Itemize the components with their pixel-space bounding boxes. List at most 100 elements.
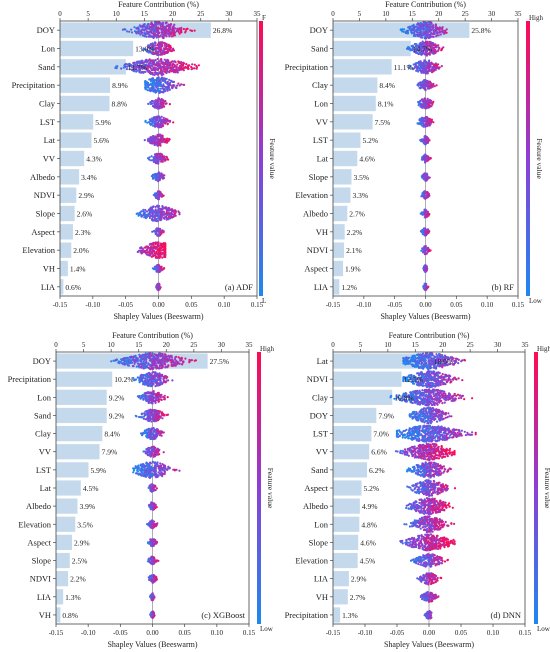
shap-point: [427, 81, 430, 84]
shap-point: [128, 63, 131, 66]
shap-point: [149, 208, 152, 211]
shap-point: [429, 63, 432, 66]
shap-point: [144, 83, 147, 86]
shap-point: [157, 253, 160, 256]
shap-point: [154, 84, 157, 87]
feature-label: Elevation: [295, 190, 328, 200]
shap-point: [167, 24, 170, 27]
shap-point: [151, 89, 154, 92]
shap-point: [152, 46, 155, 49]
shap-point: [158, 376, 161, 379]
shap-point: [426, 31, 429, 34]
shap-point: [139, 374, 142, 378]
shap-point: [418, 86, 421, 89]
shap-point: [146, 356, 149, 359]
shap-point: [127, 364, 130, 367]
shap-point: [190, 29, 193, 32]
shap-point: [160, 106, 163, 109]
shap-point: [155, 357, 158, 361]
contribution-bar: [333, 205, 348, 222]
shap-point: [156, 57, 159, 61]
shap-point: [158, 352, 161, 355]
shap-point: [153, 265, 156, 268]
shap-point: [156, 63, 159, 66]
shap-point: [151, 135, 155, 138]
shap-point: [153, 32, 157, 35]
shap-point: [405, 47, 409, 50]
shap-point: [173, 23, 176, 26]
shap-point: [424, 25, 427, 28]
shap-point: [160, 195, 163, 198]
shap-point: [163, 353, 166, 356]
shap-point: [149, 78, 152, 81]
shap-point: [156, 393, 159, 396]
contribution-label: 2.6%: [77, 210, 93, 219]
shap-point: [415, 67, 419, 70]
shap-point: [165, 71, 168, 75]
shap-point: [159, 381, 162, 384]
shap-point: [147, 82, 150, 85]
shap-point: [197, 64, 200, 67]
shap-point: [152, 398, 155, 401]
shap-point: [420, 71, 423, 74]
shap-point: [160, 367, 163, 370]
shap-point: [155, 115, 158, 119]
shap-point: [421, 36, 424, 39]
beeswarm-elevation: [136, 241, 167, 259]
contribution-bar: [60, 169, 80, 185]
shap-point: [167, 218, 170, 221]
x2-tick-label: 10: [113, 10, 121, 18]
beeswarm-precipitation: [407, 59, 443, 75]
shap-point: [408, 26, 411, 29]
colorbar-high-label: High: [529, 14, 544, 22]
contribution-label: 2.2%: [347, 228, 363, 237]
shap-point: [141, 251, 144, 254]
shap-point: [167, 354, 170, 357]
shap-point: [158, 210, 162, 213]
shap-point: [151, 141, 154, 145]
contribution-bar: [333, 114, 373, 130]
shap-point: [148, 58, 151, 61]
shap-point: [149, 28, 152, 31]
shap-point: [424, 136, 427, 139]
shap-point: [147, 352, 150, 355]
shap-point: [164, 28, 167, 31]
shap-point: [158, 365, 161, 368]
shap-point: [165, 138, 168, 141]
shap-point: [156, 102, 159, 105]
shap-point: [159, 82, 162, 85]
shap-point: [170, 84, 173, 87]
shap-point: [418, 122, 421, 125]
contribution-label: 2.9%: [78, 191, 94, 200]
shap-point: [161, 155, 165, 158]
shap-point: [142, 28, 145, 32]
shap-point: [157, 53, 160, 57]
contribution-bar: [56, 462, 89, 478]
shap-point: [124, 28, 127, 31]
shap-point: [426, 192, 429, 195]
shap-point: [421, 65, 424, 68]
shap-point: [148, 356, 151, 359]
shap-point: [156, 366, 159, 370]
beeswarm-lon: [417, 97, 435, 110]
shap-point: [424, 105, 427, 108]
x-tick-label: 0.05: [185, 301, 198, 309]
shap-point: [163, 362, 166, 365]
shap-point: [145, 360, 148, 363]
shap-point: [148, 49, 151, 53]
shap-point: [186, 67, 189, 70]
shap-point: [162, 83, 165, 86]
shap-point: [425, 53, 428, 56]
shap-point: [425, 266, 428, 269]
shap-point: [169, 69, 172, 72]
shap-point: [164, 254, 167, 257]
shap-point: [433, 30, 436, 34]
shap-point: [123, 363, 126, 366]
shap-point: [173, 60, 176, 63]
shap-point: [157, 105, 160, 108]
shap-point: [422, 285, 426, 288]
shap-point: [155, 90, 158, 93]
colorbar-strip: [259, 21, 263, 296]
shap-point: [157, 138, 160, 141]
